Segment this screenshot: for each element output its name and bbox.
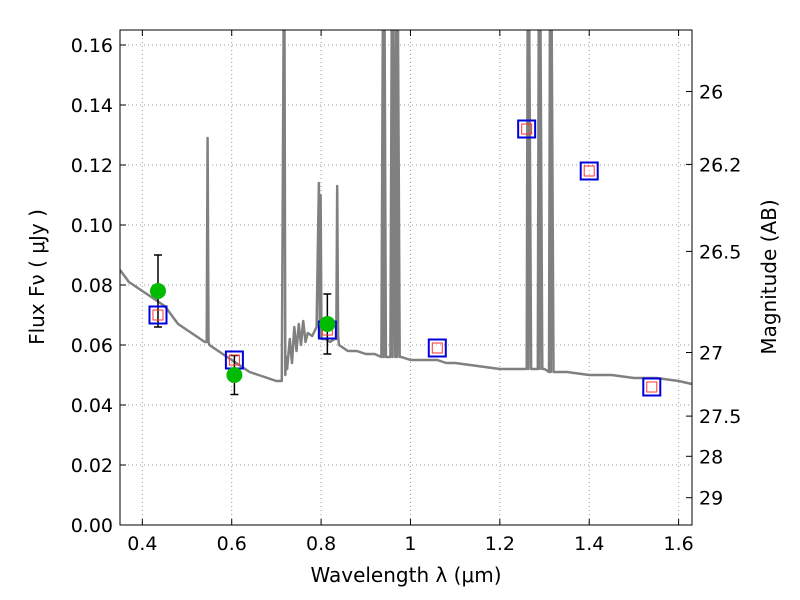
y2-tick-label: 27.5 xyxy=(699,406,741,428)
plot-area xyxy=(120,30,692,397)
synthetic-flux-square xyxy=(427,338,447,358)
synthetic-flux-inner-square xyxy=(228,354,240,366)
x-tick-label: 1 xyxy=(404,533,416,555)
y-tick-label: 0.04 xyxy=(71,395,113,417)
y-tick-label: 0.00 xyxy=(71,515,113,537)
y2-axis-label: Magnitude (AB) xyxy=(757,199,781,354)
synthetic-flux-square xyxy=(517,119,537,139)
y-axis-label: Flux Fν ( μJy ) xyxy=(25,209,49,345)
x-tick-label: 1.4 xyxy=(574,533,604,555)
y2-tick-label: 27 xyxy=(699,343,723,365)
y2-tick-label: 26.5 xyxy=(699,241,741,263)
x-tick-label: 0.6 xyxy=(217,533,247,555)
y2-tick-label: 29 xyxy=(699,488,723,510)
synthetic-flux-inner-square xyxy=(152,309,164,321)
observed-flux-point xyxy=(226,367,243,383)
y-tick-label: 0.12 xyxy=(71,155,113,177)
x-axis-label: Wavelength λ (μm) xyxy=(310,563,501,587)
synthetic-flux-inner-square xyxy=(431,342,443,354)
y-tick-label: 0.02 xyxy=(71,455,113,477)
y2-tick-label: 26.2 xyxy=(699,154,741,176)
synthetic-flux-square xyxy=(148,305,168,325)
y-tick-label: 0.10 xyxy=(71,215,113,237)
synthetic-flux-square xyxy=(579,161,599,181)
y-tick-label: 0.14 xyxy=(71,95,113,117)
synthetic-flux-inner-square xyxy=(646,381,658,393)
synthetic-flux-inner-square xyxy=(583,165,595,177)
synthetic-flux-inner-square xyxy=(521,123,533,135)
y-tick-label: 0.08 xyxy=(71,275,113,297)
x-tick-label: 1.2 xyxy=(485,533,515,555)
tick-layer: 0.4 0.6 0.8 1 1.2 1.4 1.6 0.00 0.02 0.04 0.06 0.08 0… xyxy=(71,30,741,555)
synthetic-flux-square xyxy=(642,377,662,397)
data-layer xyxy=(120,30,692,397)
y-tick-label: 0.06 xyxy=(71,335,113,357)
y2-tick-label: 26 xyxy=(699,82,723,104)
y-tick-label: 0.16 xyxy=(71,35,113,57)
model-sed-line xyxy=(120,30,692,386)
x-tick-label: 1.6 xyxy=(663,533,693,555)
axes-frame xyxy=(119,29,693,526)
x-tick-label: 0.4 xyxy=(127,533,157,555)
observed-flux-point xyxy=(319,316,336,332)
observed-flux-point xyxy=(149,283,166,299)
x-tick-label: 0.8 xyxy=(306,533,336,555)
y2-tick-label: 28 xyxy=(699,446,723,468)
